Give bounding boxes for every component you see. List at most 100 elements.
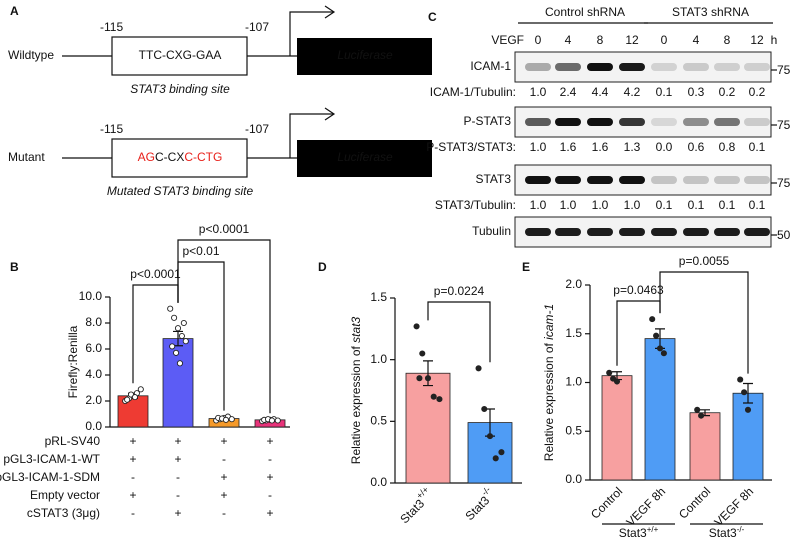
ratio-value: 0.8 xyxy=(719,140,736,154)
data-point xyxy=(741,389,748,396)
band xyxy=(587,228,613,236)
sequence: AGC-CXC-CTG xyxy=(138,150,223,164)
band xyxy=(619,118,645,126)
condition-sign: - xyxy=(268,452,272,466)
category-name: Stat3 xyxy=(463,493,493,523)
band xyxy=(525,118,551,126)
y-axis-label: Relative expression of stat3 xyxy=(349,316,363,464)
condition-sign: - xyxy=(268,488,272,502)
condition-sign: + xyxy=(174,506,181,520)
condition-sign: - xyxy=(222,506,226,520)
band xyxy=(555,118,581,126)
blot-label: Tubulin xyxy=(472,224,511,238)
panel-label: B xyxy=(10,260,19,274)
data-point xyxy=(167,305,174,312)
ratio-value: 2.4 xyxy=(560,85,577,99)
data-point xyxy=(174,325,182,332)
end-position: -107 xyxy=(245,122,269,136)
band xyxy=(683,176,709,184)
data-point xyxy=(169,343,176,350)
x-tick-label: Control xyxy=(588,484,625,521)
band xyxy=(619,63,645,71)
y-tick-label: 10.0 xyxy=(79,289,103,303)
y-label-text: Relative expression of xyxy=(542,340,556,461)
sequence-part: C-CX xyxy=(155,150,184,164)
data-point xyxy=(178,332,185,340)
data-point xyxy=(424,375,432,382)
band xyxy=(651,118,677,126)
group-superscript: +/+ xyxy=(647,525,659,534)
y-tick-label: 1.0 xyxy=(370,352,387,366)
data-point xyxy=(171,314,178,321)
y-label-gene: stat3 xyxy=(349,316,363,342)
band xyxy=(744,176,770,184)
lane-label: 12 xyxy=(625,33,639,47)
arrow-head xyxy=(324,107,336,121)
band xyxy=(683,118,709,126)
significance-bracket xyxy=(177,239,271,414)
group-name: Stat3 xyxy=(709,526,737,540)
y-tick-label: 6.0 xyxy=(85,341,102,355)
treatment-label: VEGF xyxy=(491,33,524,47)
data-point xyxy=(475,365,482,372)
y-tick-label: 2.0 xyxy=(565,277,582,291)
band xyxy=(587,176,613,184)
group-label: Stat3+/+ xyxy=(619,525,659,540)
condition-sign: - xyxy=(176,470,180,484)
band xyxy=(525,228,551,236)
ratio-value: 1.6 xyxy=(560,140,577,154)
error-bar xyxy=(743,382,753,404)
panel-label: A xyxy=(10,4,19,18)
significance-bracket xyxy=(427,301,491,363)
ratio-value: 0.1 xyxy=(688,198,705,212)
bar xyxy=(689,412,721,481)
band xyxy=(555,63,581,71)
data-point xyxy=(268,417,276,424)
lane-label: 8 xyxy=(597,33,604,47)
ratio-value: 1.0 xyxy=(592,198,609,212)
data-point xyxy=(698,412,705,419)
significance-bracket xyxy=(659,271,749,374)
construct-name: Wildtype xyxy=(8,48,54,62)
ratio-label: ICAM-1/Tubulin: xyxy=(430,85,516,99)
sequence-part: C-CTG xyxy=(184,150,222,164)
y-tick-label: 0.0 xyxy=(85,419,102,433)
ratio-value: 0.1 xyxy=(656,198,673,212)
category-name: VEGF 8h xyxy=(712,484,757,529)
category-name: VEGF 8h xyxy=(624,484,669,529)
y-label-gene: icam-1 xyxy=(542,304,556,340)
y-tick-label: 0.5 xyxy=(565,423,582,437)
ratio-value: 0.3 xyxy=(688,85,705,99)
y-axis-label: Relative expression of icam-1 xyxy=(542,304,556,461)
data-point xyxy=(274,417,281,424)
y-tick-label: 0.0 xyxy=(370,475,387,489)
data-point xyxy=(131,394,138,401)
start-position: -115 xyxy=(100,122,123,136)
data-point xyxy=(430,393,437,400)
sequence-part: AG xyxy=(138,150,155,164)
condition-sign: + xyxy=(220,470,227,484)
data-point xyxy=(498,449,505,456)
bar xyxy=(601,375,633,481)
band xyxy=(651,176,677,184)
band xyxy=(651,228,677,236)
condition-sign: + xyxy=(129,434,136,448)
p-value: p=0.0463 xyxy=(613,283,664,297)
p-value: p<0.0001 xyxy=(130,267,181,281)
ratio-value: 0.1 xyxy=(656,85,673,99)
data-point xyxy=(137,386,144,393)
reporter-label: Luciferase xyxy=(337,48,393,62)
ratio-value: 1.0 xyxy=(560,198,577,212)
lane-label: 0 xyxy=(535,33,542,47)
data-point xyxy=(124,396,131,403)
ratio-label: STAT3/Tubulin: xyxy=(435,198,516,212)
band xyxy=(683,63,709,71)
p-value: p=0.0224 xyxy=(434,284,485,298)
panel-label: C xyxy=(428,10,437,24)
p-value: p=0.0055 xyxy=(679,254,730,268)
y-label-text: Firefly:Renilla xyxy=(66,325,80,398)
data-point xyxy=(660,350,667,357)
construct-name: Mutant xyxy=(8,150,45,164)
condition-label: pGL3-ICAM-1-SDM xyxy=(0,470,100,484)
bar xyxy=(732,392,764,481)
